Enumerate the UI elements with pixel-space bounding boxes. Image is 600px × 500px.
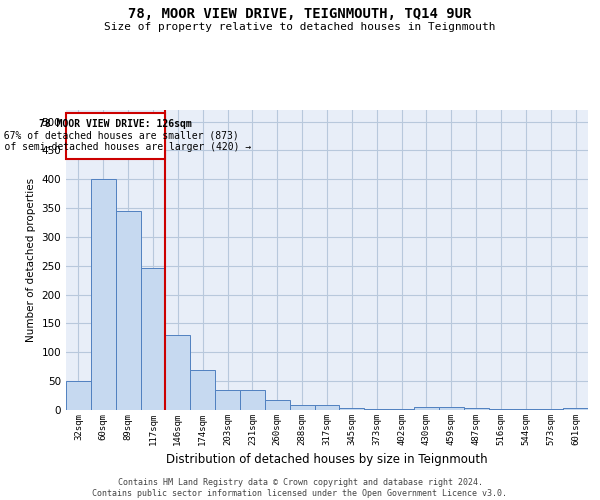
Bar bbox=[563, 408, 588, 410]
Bar bbox=[215, 390, 240, 410]
Text: 78 MOOR VIEW DRIVE: 126sqm: 78 MOOR VIEW DRIVE: 126sqm bbox=[40, 120, 192, 130]
Bar bbox=[314, 406, 340, 410]
Bar bbox=[265, 400, 290, 410]
Bar bbox=[439, 407, 464, 410]
Text: ← 67% of detached houses are smaller (873): ← 67% of detached houses are smaller (87… bbox=[0, 131, 239, 141]
Bar bbox=[140, 268, 166, 410]
Bar bbox=[240, 390, 265, 410]
Text: 78, MOOR VIEW DRIVE, TEIGNMOUTH, TQ14 9UR: 78, MOOR VIEW DRIVE, TEIGNMOUTH, TQ14 9U… bbox=[128, 8, 472, 22]
Bar bbox=[464, 408, 488, 410]
FancyBboxPatch shape bbox=[66, 113, 166, 159]
Bar bbox=[166, 335, 190, 410]
Y-axis label: Number of detached properties: Number of detached properties bbox=[26, 178, 36, 342]
Bar bbox=[66, 381, 91, 410]
Bar bbox=[190, 370, 215, 410]
Text: Size of property relative to detached houses in Teignmouth: Size of property relative to detached ho… bbox=[104, 22, 496, 32]
Bar bbox=[116, 211, 140, 410]
Bar bbox=[290, 406, 314, 410]
Bar bbox=[340, 408, 364, 410]
Bar bbox=[364, 409, 389, 410]
Text: Contains HM Land Registry data © Crown copyright and database right 2024.
Contai: Contains HM Land Registry data © Crown c… bbox=[92, 478, 508, 498]
Text: 32% of semi-detached houses are larger (420) →: 32% of semi-detached houses are larger (… bbox=[0, 142, 251, 152]
Bar bbox=[91, 179, 116, 410]
X-axis label: Distribution of detached houses by size in Teignmouth: Distribution of detached houses by size … bbox=[166, 454, 488, 466]
Bar bbox=[414, 407, 439, 410]
